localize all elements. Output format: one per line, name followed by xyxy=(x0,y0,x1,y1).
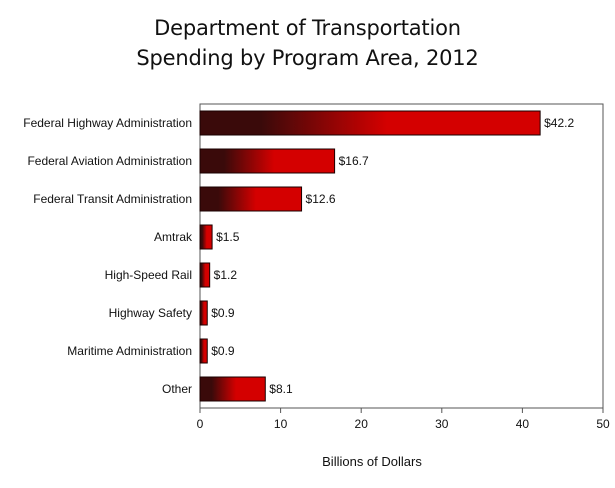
data-label: $8.1 xyxy=(269,382,293,396)
data-label: $16.7 xyxy=(339,154,369,168)
data-label: $12.6 xyxy=(306,192,336,206)
bar xyxy=(200,339,207,363)
data-label: $0.9 xyxy=(211,306,235,320)
category-label: Maritime Administration xyxy=(67,344,192,358)
x-tick-label: 10 xyxy=(274,417,288,431)
data-label: $1.2 xyxy=(214,268,238,282)
bar xyxy=(200,263,210,287)
bar xyxy=(200,225,212,249)
category-label: Federal Aviation Administration xyxy=(27,154,192,168)
data-label: $42.2 xyxy=(544,116,574,130)
category-label: Federal Transit Administration xyxy=(33,192,192,206)
x-tick-label: 50 xyxy=(596,417,610,431)
bar-chart: Federal Highway Administration $42.2 Feder… xyxy=(0,0,615,488)
x-tick-label: 20 xyxy=(355,417,369,431)
x-tick-label: 0 xyxy=(197,417,204,431)
data-label: $1.5 xyxy=(216,230,240,244)
x-tick-label: 40 xyxy=(516,417,530,431)
category-label: Other xyxy=(162,382,192,396)
category-label: Amtrak xyxy=(154,230,193,244)
bar xyxy=(200,301,207,325)
data-label: $0.9 xyxy=(211,344,235,358)
category-label: Federal Highway Administration xyxy=(23,116,192,130)
bar xyxy=(200,377,265,401)
x-axis-title: Billions of Dollars xyxy=(322,454,422,469)
category-label: Highway Safety xyxy=(109,306,192,320)
bar xyxy=(200,111,540,135)
bar xyxy=(200,187,302,211)
category-label: High-Speed Rail xyxy=(105,268,192,282)
x-tick-label: 30 xyxy=(435,417,449,431)
bar xyxy=(200,149,335,173)
